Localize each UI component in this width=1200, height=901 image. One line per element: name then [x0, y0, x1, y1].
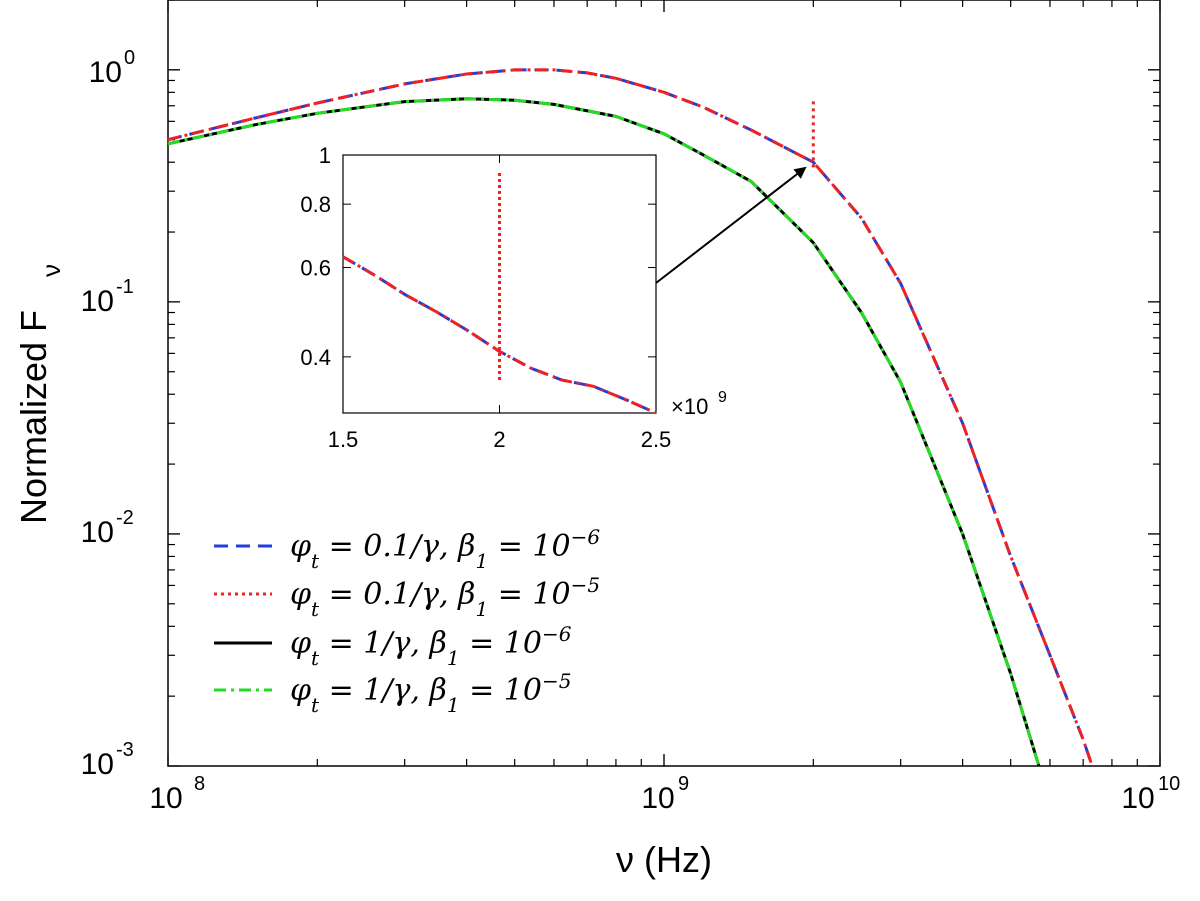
legend-label-0: φt = 0.1/γ, β1 = 10−6: [290, 525, 600, 573]
inset-pointer-arrow: [655, 166, 807, 284]
inset-x-tick-label: 2: [493, 427, 505, 452]
x-tick-label-exp: 8: [194, 773, 205, 795]
main-minor-ticks: [167, 0, 1161, 767]
inset-y-tick-label: 0.6: [300, 256, 331, 281]
y-tick-label-exp: 0: [124, 47, 135, 69]
y-tick-label-1e0: 10 0: [89, 47, 136, 89]
x-tick-label-1e8: 10 8: [149, 773, 205, 815]
x-tick-label-exp: 9: [678, 773, 689, 795]
inset-y-tick-label: 0.4: [300, 345, 331, 370]
y-tick-label-1e-2: 10 -2: [81, 507, 134, 549]
legend-label-2: φt = 1/γ, β1 = 10−6: [290, 622, 572, 670]
y-tick-label-base: 10: [89, 56, 122, 89]
x-tick-label-base: 10: [149, 782, 182, 815]
inset-multiplier-exp: 9: [718, 389, 727, 406]
inset-series-group: [342, 170, 657, 415]
main-series-group: [167, 68, 1094, 767]
y-tick-label-exp: -3: [116, 739, 134, 761]
legend: φt = 0.1/γ, β1 = 10−6 φt = 0.1/γ, β1 = 1…: [214, 525, 600, 717]
x-tick-label-exp: 10: [1158, 773, 1180, 795]
y-tick-label-exp: -2: [116, 507, 134, 529]
inset-x-tick-label: 2.5: [641, 427, 672, 452]
inset-x-tick-label: 1.5: [328, 427, 359, 452]
x-tick-label-base: 10: [1121, 782, 1154, 815]
inset-y-tick-label: 1: [319, 143, 331, 168]
y-axis-title-sub: ν: [36, 264, 66, 277]
y-tick-label-exp: -1: [116, 276, 134, 298]
y-tick-label-base: 10: [81, 285, 114, 318]
inset-tick-labels: 1.5 2 2.5 1 0.8 0.6 0.4: [300, 143, 671, 452]
series-line-1: [167, 68, 1094, 767]
x-tick-label-base: 10: [641, 782, 674, 815]
inset-y-tick-label: 0.8: [300, 192, 331, 217]
y-tick-label-1e-3: 10 -3: [81, 739, 134, 781]
inset-multiplier-base: ×10: [671, 394, 708, 419]
y-axis-title: Normalized F: [13, 310, 54, 524]
x-tick-label-1e10: 10 10: [1121, 773, 1180, 815]
y-tick-label-base: 10: [81, 516, 114, 549]
series-line-3: [167, 97, 1041, 767]
x-axis-title: ν (Hz): [616, 839, 712, 880]
x-tick-label-1e9: 10 9: [641, 773, 689, 815]
legend-label-3: φt = 1/γ, β1 = 10−5: [290, 669, 571, 717]
y-tick-label-base: 10: [81, 748, 114, 781]
y-axis-title-group: Normalized F ν: [13, 264, 66, 524]
inset-series-line-1: [342, 255, 657, 415]
y-tick-label-1e-1: 10 -1: [81, 276, 134, 318]
inset-x-multiplier: ×10 9: [671, 389, 727, 419]
legend-label-1: φt = 0.1/γ, β1 = 10−5: [290, 573, 600, 621]
